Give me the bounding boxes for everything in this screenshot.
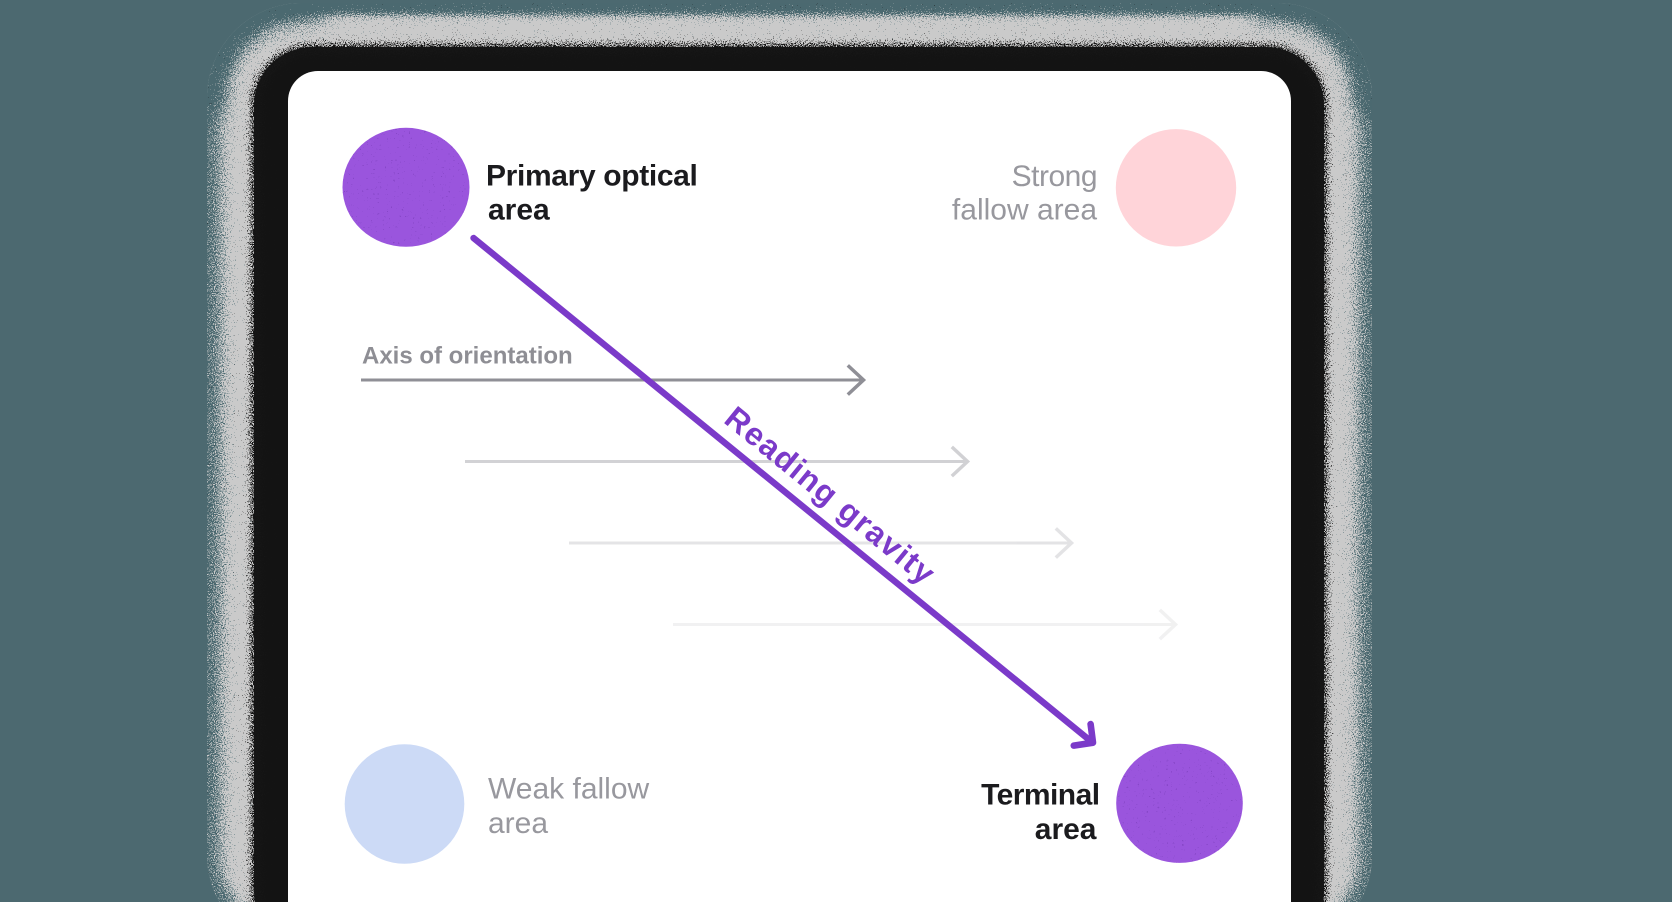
svg-text:area: area bbox=[488, 807, 548, 840]
svg-text:area: area bbox=[1035, 813, 1097, 846]
svg-text:fallow area: fallow area bbox=[952, 193, 1097, 226]
svg-text:area: area bbox=[488, 194, 550, 227]
svg-text:Weak fallow: Weak fallow bbox=[488, 773, 650, 806]
svg-text:Primary optical: Primary optical bbox=[486, 159, 698, 192]
svg-text:Terminal: Terminal bbox=[981, 778, 1099, 811]
svg-text:Strong: Strong bbox=[1012, 160, 1097, 193]
svg-text:Axis of orientation: Axis of orientation bbox=[362, 343, 573, 370]
